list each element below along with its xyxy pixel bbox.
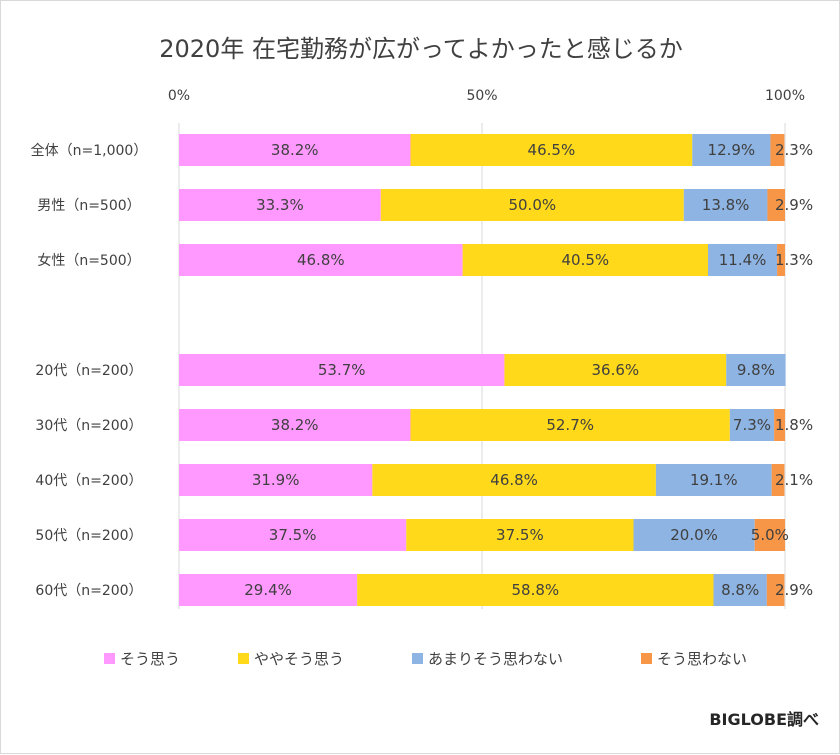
bar-segment [410, 409, 730, 441]
value-label: 52.7% [546, 416, 594, 434]
bar-segment [357, 574, 714, 606]
value-label: 33.3% [256, 196, 304, 214]
value-label: 7.3% [733, 416, 771, 434]
value-label: 19.1% [690, 471, 738, 489]
bar-segment [771, 464, 785, 496]
bar-segment [179, 189, 381, 221]
legend: そう思う ややそう思う あまりそう思わない そう思わない [104, 650, 747, 668]
bar-segment [708, 244, 778, 276]
source-credit: BIGLOBE調べ [709, 710, 819, 729]
value-label: 46.8% [490, 471, 538, 489]
bar-segment [462, 244, 709, 276]
value-label: 1.8% [775, 416, 813, 434]
category-label: 全体（n=1,000） [31, 142, 148, 159]
bar-segment [406, 519, 634, 551]
legend-swatch [104, 653, 115, 664]
value-label: 58.8% [511, 581, 559, 599]
value-label: 53.7% [318, 361, 366, 379]
bar-segment [179, 354, 505, 386]
value-label: 9.8% [737, 361, 775, 379]
value-label: 46.8% [297, 251, 345, 269]
value-label: 1.3% [775, 251, 813, 269]
category-label: 30代（n=200） [35, 418, 142, 434]
bar-segment [729, 409, 775, 441]
value-label: 13.8% [702, 196, 750, 214]
category-label: 50代（n=200） [35, 528, 142, 544]
value-label: 2.1% [775, 471, 813, 489]
value-label: 12.9% [708, 141, 756, 159]
legend-swatch [412, 653, 423, 664]
value-label: 5.0% [751, 526, 789, 544]
bar-segment [692, 134, 771, 166]
value-label: 29.4% [244, 581, 292, 599]
legend-label: あまりそう思わない [428, 650, 563, 668]
value-label: 11.4% [719, 251, 767, 269]
x-tick-label: 100% [765, 88, 805, 104]
bar-segment [372, 464, 656, 496]
bar-segment [713, 574, 767, 606]
category-label: 60代（n=200） [35, 583, 142, 599]
bars [179, 134, 786, 606]
bar-segment [655, 464, 772, 496]
value-label: 2.9% [775, 581, 813, 599]
legend-swatch [641, 653, 652, 664]
value-label: 20.0% [670, 526, 718, 544]
value-label: 8.8% [721, 581, 759, 599]
bar-segment [754, 519, 785, 551]
bar-segment [766, 574, 785, 606]
bar-segment [380, 189, 684, 221]
value-label: 50.0% [508, 196, 556, 214]
value-label: 37.5% [269, 526, 317, 544]
category-label: 男性（n=500） [37, 198, 140, 214]
legend-label: そう思わない [657, 650, 747, 668]
value-label: 31.9% [252, 471, 300, 489]
bar-segment [504, 354, 727, 386]
bar-segment [726, 354, 786, 386]
bar-segment [770, 134, 785, 166]
bar-segment [633, 519, 755, 551]
bar-segment [774, 409, 785, 441]
x-axis-ticks: 0% 50% 100% [168, 88, 805, 104]
value-label: 2.9% [775, 196, 813, 214]
value-label: 2.3% [775, 141, 813, 159]
category-label: 20代（n=200） [35, 363, 142, 379]
legend-label: そう思う [120, 650, 180, 668]
value-label: 46.5% [528, 141, 576, 159]
value-label: 38.2% [271, 416, 319, 434]
bar-segment [179, 519, 407, 551]
category-label: 女性（n=500） [37, 252, 140, 269]
value-label: 38.2% [271, 141, 319, 159]
legend-label: ややそう思う [254, 650, 344, 668]
value-label: 36.6% [591, 361, 639, 379]
value-labels: 38.2% 46.5% 12.9% 2.3% 33.3% 50.0% 13.8% 2.9% 46… [244, 141, 813, 599]
bar-segment [179, 244, 463, 276]
bar-segment [767, 189, 785, 221]
bar-segment [683, 189, 768, 221]
bar-segment [179, 409, 411, 441]
bar-segment [179, 464, 373, 496]
category-label: 40代（n=200） [35, 473, 142, 489]
x-tick-label: 0% [168, 88, 190, 104]
value-label: 37.5% [496, 526, 544, 544]
legend-swatch [238, 653, 249, 664]
x-tick-label: 50% [466, 88, 497, 104]
bar-segment [410, 134, 693, 166]
bar-segment [777, 244, 785, 276]
chart-title: 2020年 在宅勤務が広がってよかったと感じるか [159, 35, 683, 63]
bar-segment [179, 574, 358, 606]
category-labels: 全体（n=1,000） 男性（n=500） 女性（n=500） 20代（n=200） 3… [31, 142, 148, 599]
bar-segment [179, 134, 411, 166]
value-label: 40.5% [561, 251, 609, 269]
